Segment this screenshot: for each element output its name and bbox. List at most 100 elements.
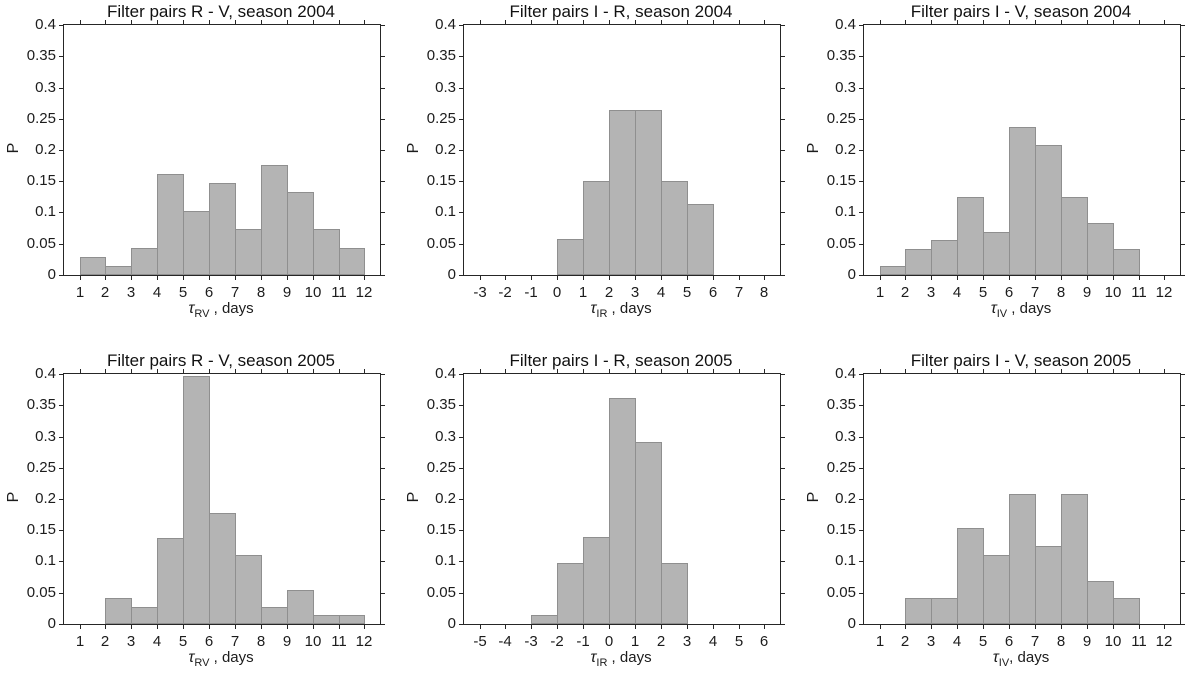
y-tick-mirror <box>781 212 785 213</box>
x-tick-mirror <box>583 20 584 24</box>
y-tick-label: 0.05 <box>426 584 456 601</box>
x-tick-mirror <box>183 20 184 24</box>
y-tick-label: 0.15 <box>826 172 856 189</box>
y-tick-mirror <box>1181 561 1185 562</box>
y-tick <box>459 244 463 245</box>
x-tick <box>235 625 236 629</box>
x-tick-label: 2 <box>900 633 910 650</box>
y-tick <box>459 437 463 438</box>
histogram-bar <box>261 165 288 275</box>
histogram-bar <box>635 110 662 275</box>
y-tick-label: 0.25 <box>826 459 856 476</box>
histogram-bar <box>131 607 158 624</box>
histogram-bar <box>209 513 236 624</box>
x-tick-label: 1 <box>875 284 885 301</box>
y-tick <box>59 25 63 26</box>
histogram-bar <box>931 598 958 624</box>
y-tick-mirror <box>381 593 385 594</box>
x-tick <box>1113 276 1114 280</box>
x-tick <box>105 625 106 629</box>
y-tick <box>59 150 63 151</box>
y-tick <box>859 56 863 57</box>
x-tick-mirror <box>1035 369 1036 373</box>
x-tick <box>183 276 184 280</box>
x-tick <box>209 625 210 629</box>
histogram-bar <box>287 192 314 275</box>
x-tick <box>505 625 506 629</box>
x-tick-mirror <box>1061 20 1062 24</box>
histogram-bar <box>609 110 636 275</box>
y-tick <box>859 244 863 245</box>
x-tick-label: -2 <box>498 284 512 301</box>
x-tick-label: 5 <box>734 633 744 650</box>
x-tick <box>480 276 481 280</box>
y-tick-label: 0.1 <box>835 552 856 569</box>
tau-symbol: τ <box>188 649 195 666</box>
x-tick <box>339 625 340 629</box>
y-tick-label: 0.1 <box>35 552 56 569</box>
x-tick-label: 2 <box>900 284 910 301</box>
y-tick <box>59 561 63 562</box>
x-tick-mirror <box>157 369 158 373</box>
y-tick-label: 0.4 <box>435 365 456 382</box>
histogram-bar <box>157 174 184 275</box>
x-tick <box>105 276 106 280</box>
y-tick-label: 0.4 <box>435 16 456 33</box>
x-tick-mirror <box>957 369 958 373</box>
y-tick-label: 0.15 <box>26 172 56 189</box>
x-tick-mirror <box>609 369 610 373</box>
y-tick <box>859 499 863 500</box>
x-tick-mirror <box>531 369 532 373</box>
x-tick <box>687 625 688 629</box>
y-tick-label: 0 <box>847 266 856 283</box>
x-axis-label: τIV , days <box>863 300 1179 320</box>
histogram-bar <box>957 528 984 624</box>
y-tick-mirror <box>381 499 385 500</box>
x-tick-mirror <box>1087 369 1088 373</box>
y-axis-label: P <box>805 142 822 154</box>
x-axis-label: τIR , days <box>463 649 779 669</box>
y-tick-label: 0.25 <box>826 110 856 127</box>
x-tick <box>480 625 481 629</box>
y-tick-mirror <box>381 119 385 120</box>
x-tick <box>583 625 584 629</box>
histogram-bar <box>880 266 906 275</box>
x-tick-label: 6 <box>204 284 214 301</box>
x-axis-label-units: , days <box>1009 649 1050 666</box>
x-tick-label: 10 <box>1104 284 1122 301</box>
x-tick-label: -3 <box>524 633 538 650</box>
x-tick-label: 3 <box>926 633 936 650</box>
histogram-bar <box>583 537 610 624</box>
histogram-bar <box>661 181 688 275</box>
y-tick <box>59 437 63 438</box>
y-tick <box>59 468 63 469</box>
x-tick <box>209 276 210 280</box>
x-tick <box>131 276 132 280</box>
x-tick-mirror <box>983 369 984 373</box>
x-tick-label: 6 <box>1004 633 1014 650</box>
x-tick-mirror <box>364 369 365 373</box>
y-tick <box>859 275 863 276</box>
y-tick <box>459 150 463 151</box>
x-tick <box>313 625 314 629</box>
x-tick-mirror <box>261 20 262 24</box>
x-tick <box>931 276 932 280</box>
x-tick-mirror <box>1009 369 1010 373</box>
y-tick <box>459 499 463 500</box>
x-tick-mirror <box>905 369 906 373</box>
y-tick-mirror <box>781 119 785 120</box>
x-tick <box>1035 276 1036 280</box>
y-tick <box>859 624 863 625</box>
histogram-bar <box>583 181 610 275</box>
x-axis-label: τIR , days <box>463 300 779 320</box>
y-tick-mirror <box>381 88 385 89</box>
plot-area: 1 2 3 4 5 6 7 8 9 10 11 12 0 0.05 0.1 0.15 0.2 0.25 0.3 0.3… <box>27 16 385 301</box>
y-tick-label: 0 <box>447 615 456 632</box>
y-tick-mirror <box>781 561 785 562</box>
x-tick-mirror <box>687 369 688 373</box>
y-tick <box>859 530 863 531</box>
histogram-bar <box>905 249 932 275</box>
x-tick <box>287 276 288 280</box>
x-tick-label: 11 <box>1131 284 1147 301</box>
x-tick-mirror <box>1164 369 1165 373</box>
